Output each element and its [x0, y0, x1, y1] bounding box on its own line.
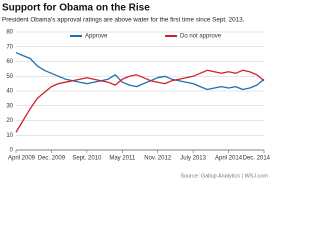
x-tick-label: April 2009 [8, 156, 36, 162]
series-line [15, 69, 265, 133]
x-tick-label: July 2013 [180, 156, 206, 162]
y-tick-label: 70 [6, 44, 13, 50]
y-tick-label: 40 [6, 89, 13, 95]
y-tick-label: 10 [6, 133, 13, 139]
y-tick-label: 30 [6, 103, 13, 109]
chart-title: Support for Obama on the Rise [2, 3, 150, 14]
legend-label: Do not approve [180, 34, 222, 40]
chart-subtitle: President Obama's approval ratings are a… [2, 17, 245, 24]
x-tick-label: Nov. 2012 [144, 156, 172, 162]
x-tick-label: April 2014 [215, 156, 243, 162]
x-tick-label: Dec. 2009 [38, 156, 66, 162]
y-tick-label: 20 [6, 118, 13, 124]
y-tick-label: 0 [10, 148, 14, 154]
y-tick-label: 50 [6, 74, 13, 80]
x-tick-label: May 2011 [109, 156, 136, 162]
page: Support for Obama on the Rise President … [2, 2, 271, 180]
legend-label: Approve [85, 34, 108, 40]
x-tick-label: Sept. 2010 [72, 156, 102, 162]
x-tick-label: Dec. 2014 [243, 156, 271, 162]
source: Source: Gallup Analytics | WSJ.com [180, 173, 268, 179]
chart: Support for Obama on the Rise President … [2, 3, 271, 180]
series-line [15, 52, 265, 91]
y-tick-label: 80 [6, 30, 13, 36]
y-tick-label: 60 [6, 59, 13, 65]
